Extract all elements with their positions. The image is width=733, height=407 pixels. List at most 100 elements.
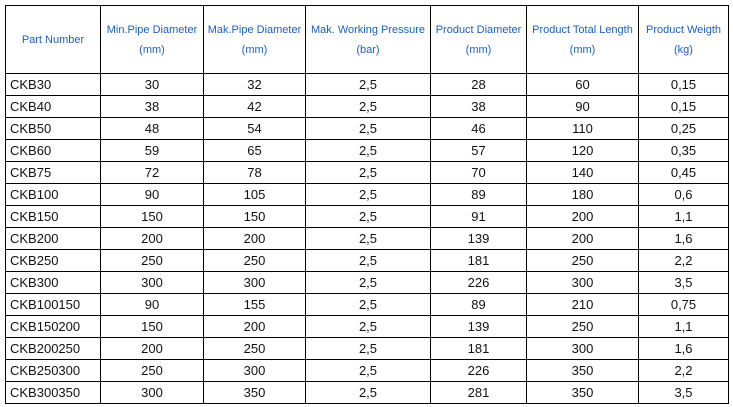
table-cell: 0,15 [638, 73, 729, 96]
table-cell: 300 [526, 337, 639, 360]
table-cell: 89 [430, 293, 527, 316]
table-cell: 350 [526, 359, 639, 382]
table-cell: 150 [100, 315, 204, 338]
table-cell: 70 [430, 161, 527, 184]
header-unit: (bar) [356, 43, 380, 56]
table-cell: 3,5 [638, 271, 729, 294]
header-cell: Part Number [5, 5, 101, 74]
table-cell: 78 [203, 161, 306, 184]
table-cell: 2,5 [305, 73, 431, 96]
table-cell: 1,6 [638, 337, 729, 360]
table-cell: CKB150 [5, 205, 101, 228]
table-cell: 200 [526, 227, 639, 250]
table-cell: 2,2 [638, 249, 729, 272]
table-cell: 210 [526, 293, 639, 316]
table-cell: 0,25 [638, 117, 729, 140]
table-cell: 300 [100, 381, 204, 404]
table-cell: 59 [100, 139, 204, 162]
header-title: Mak.Pipe Diameter [207, 23, 302, 36]
table-cell: CKB75 [5, 161, 101, 184]
table-cell: 2,5 [305, 359, 431, 382]
table-row: CKB150 150 150 2,5 91 200 1,1 [5, 205, 729, 228]
table-cell: 0,45 [638, 161, 729, 184]
table-cell: 2,5 [305, 117, 431, 140]
table-cell: 2,5 [305, 381, 431, 404]
table-cell: 65 [203, 139, 306, 162]
table-cell: 38 [100, 95, 204, 118]
table-cell: 0,75 [638, 293, 729, 316]
table-cell: 30 [100, 73, 204, 96]
table-cell: 0,35 [638, 139, 729, 162]
table-row: CKB300 300 300 2,5 226 300 3,5 [5, 271, 729, 294]
table-row: CKB200 200 200 2,5 139 200 1,6 [5, 227, 729, 250]
header-unit: (kg) [674, 43, 693, 56]
table-cell: 300 [100, 271, 204, 294]
table-cell: 250 [203, 249, 306, 272]
table-row: CKB150200 150 200 2,5 139 250 1,1 [5, 315, 729, 338]
header-title: Min.Pipe Diameter [106, 23, 198, 36]
header-title: Product Weigth [645, 23, 721, 36]
table-cell: 89 [430, 183, 527, 206]
table-cell: 140 [526, 161, 639, 184]
header-title: Part Number [21, 33, 85, 46]
table-cell: 2,5 [305, 161, 431, 184]
table-cell: 200 [100, 337, 204, 360]
header-cell: Product Diameter (mm) [430, 5, 527, 74]
table-cell: 2,5 [305, 293, 431, 316]
table-cell: 2,5 [305, 95, 431, 118]
table-cell: 1,6 [638, 227, 729, 250]
header-cell: Product Weigth (kg) [638, 5, 729, 74]
header-cell: Min.Pipe Diameter (mm) [100, 5, 204, 74]
table-cell: 300 [203, 359, 306, 382]
table-cell: 150 [100, 205, 204, 228]
table-cell: 200 [203, 315, 306, 338]
table-cell: 28 [430, 73, 527, 96]
table-row: CKB200250 200 250 2,5 181 300 1,6 [5, 337, 729, 360]
table-row: CKB40 38 42 2,5 38 90 0,15 [5, 95, 729, 118]
table-cell: 32 [203, 73, 306, 96]
table-cell: CKB300350 [5, 381, 101, 404]
table-row: CKB300350 300 350 2,5 281 350 3,5 [5, 381, 729, 404]
table-cell: 300 [526, 271, 639, 294]
header-title: Product Diameter [435, 23, 522, 36]
table-row: CKB75 72 78 2,5 70 140 0,45 [5, 161, 729, 184]
table-cell: 2,5 [305, 249, 431, 272]
table-cell: 105 [203, 183, 306, 206]
table-cell: 200 [203, 227, 306, 250]
table-cell: 57 [430, 139, 527, 162]
table-row: CKB100 90 105 2,5 89 180 0,6 [5, 183, 729, 206]
table-cell: 38 [430, 95, 527, 118]
table-cell: 2,5 [305, 183, 431, 206]
header-title: Product Total Length [532, 23, 633, 36]
table-cell: 150 [203, 205, 306, 228]
table-cell: 110 [526, 117, 639, 140]
table-cell: 2,5 [305, 337, 431, 360]
table-cell: 181 [430, 337, 527, 360]
table-cell: 2,5 [305, 271, 431, 294]
table-row: CKB60 59 65 2,5 57 120 0,35 [5, 139, 729, 162]
header-cell: Product Total Length (mm) [526, 5, 639, 74]
table-cell: 180 [526, 183, 639, 206]
table-cell: CKB200250 [5, 337, 101, 360]
spec-table: Part Number Min.Pipe Diameter (mm) Mak.Pipe… [5, 5, 729, 404]
table-cell: CKB40 [5, 95, 101, 118]
table-cell: 120 [526, 139, 639, 162]
table-cell: CKB100 [5, 183, 101, 206]
table-cell: 350 [526, 381, 639, 404]
table-cell: 2,5 [305, 205, 431, 228]
table-row: CKB100150 90 155 2,5 89 210 0,75 [5, 293, 729, 316]
table-cell: CKB300 [5, 271, 101, 294]
table-cell: CKB250 [5, 249, 101, 272]
table-cell: 2,5 [305, 227, 431, 250]
table-cell: CKB50 [5, 117, 101, 140]
table-cell: CKB30 [5, 73, 101, 96]
table-cell: CKB150200 [5, 315, 101, 338]
table-cell: 226 [430, 271, 527, 294]
table-cell: CKB100150 [5, 293, 101, 316]
table-cell: 90 [100, 293, 204, 316]
table-cell: 155 [203, 293, 306, 316]
table-cell: CKB200 [5, 227, 101, 250]
table-cell: 0,6 [638, 183, 729, 206]
table-cell: 60 [526, 73, 639, 96]
table-cell: 250 [526, 249, 639, 272]
